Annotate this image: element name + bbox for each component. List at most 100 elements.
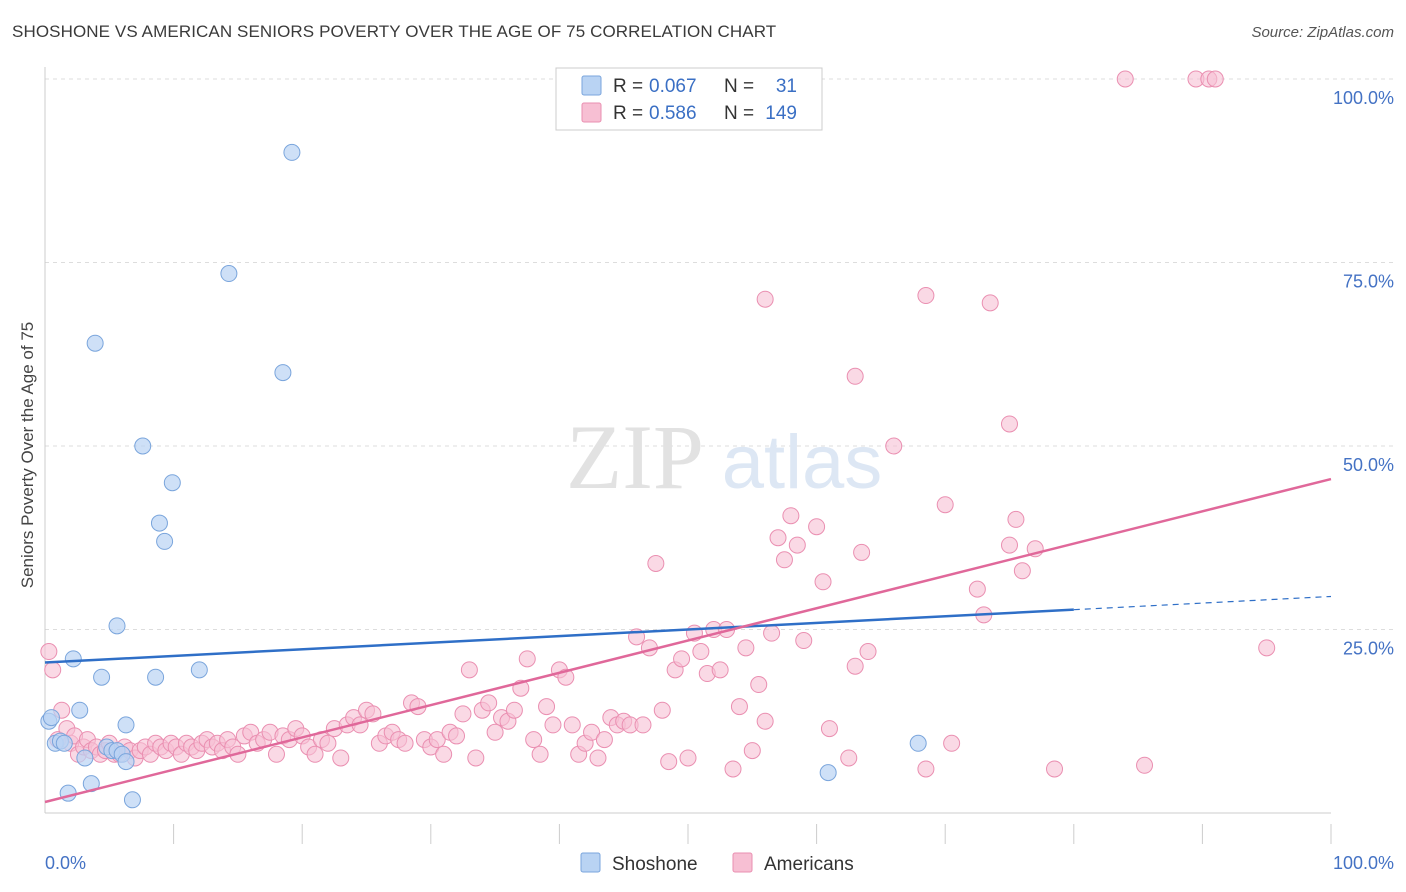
source-label: Source: ZipAtlas.com [1251, 24, 1394, 41]
americans-point [467, 749, 485, 767]
americans-point [583, 723, 601, 741]
americans-point [518, 650, 536, 668]
americans-point [795, 632, 813, 650]
americans-point [1007, 510, 1025, 528]
americans-point [711, 661, 729, 679]
shoshone-point [117, 716, 135, 734]
legend-shoshone-r-label: R = [613, 76, 643, 97]
legend-shoshone-n-value: 31 [776, 76, 797, 97]
americans-point [1046, 760, 1064, 778]
americans-point [538, 698, 556, 716]
bottom-legend: Shoshone Americans [580, 852, 854, 875]
americans-point [267, 745, 285, 763]
americans-point [808, 518, 826, 536]
americans-point [332, 749, 350, 767]
bottom-legend-swatch-americans [732, 852, 753, 873]
americans-point [981, 294, 999, 312]
bottom-legend-swatch-shoshone [580, 852, 601, 873]
americans-point [788, 536, 806, 554]
americans-point [917, 760, 935, 778]
shoshone-point [86, 334, 104, 352]
americans-trend-line [44, 477, 1332, 804]
watermark-atlas: atlas [722, 420, 883, 505]
shoshone-point [190, 661, 208, 679]
americans-point [679, 749, 697, 767]
americans-point [460, 661, 478, 679]
y-tick-label: 100.0% [1333, 88, 1394, 108]
americans-point [775, 551, 793, 569]
americans-point [853, 543, 871, 561]
americans-point [595, 731, 613, 749]
americans-point [692, 643, 710, 661]
legend-swatch-shoshone [581, 75, 602, 96]
americans-point [1136, 756, 1154, 774]
americans-point [319, 734, 337, 752]
shoshone-point [156, 532, 174, 550]
americans-point [756, 712, 774, 730]
shoshone-point [819, 764, 837, 782]
americans-point [1001, 536, 1018, 554]
shoshone-point [42, 709, 60, 727]
americans-point [653, 701, 671, 719]
shoshone-point [123, 791, 141, 809]
trend-lines [44, 477, 1332, 804]
americans-point [563, 716, 581, 734]
y-tick-label: 25.0% [1343, 639, 1394, 659]
americans-point [486, 723, 504, 741]
y-tick-label: 75.0% [1343, 272, 1394, 292]
shoshone-point [71, 701, 89, 719]
americans-point [756, 290, 774, 308]
americans-point [730, 698, 748, 716]
legend-shoshone-n-label: N = [724, 76, 754, 97]
americans-point [859, 643, 877, 661]
americans-point [525, 731, 543, 749]
legend-americans-n-value: 149 [765, 103, 797, 124]
americans-point [306, 745, 324, 763]
americans-point [936, 496, 954, 514]
shoshone-point [117, 753, 135, 771]
shoshone-point [93, 668, 111, 686]
americans-point [428, 731, 446, 749]
shoshone-point [147, 668, 165, 686]
americans-point [647, 554, 665, 572]
americans-point [40, 643, 58, 661]
shoshone-point [274, 364, 292, 382]
shoshone-point [220, 265, 238, 283]
americans-point [724, 760, 742, 778]
americans-point [814, 573, 832, 591]
legend-shoshone-r-value: 0.067 [649, 76, 697, 97]
americans-point [943, 734, 961, 752]
shoshone-point [64, 650, 82, 668]
americans-point [968, 580, 986, 598]
shoshone-point [163, 474, 181, 492]
americans-point [1258, 639, 1276, 657]
americans-point [846, 367, 864, 385]
shoshone-point [150, 514, 168, 532]
americans-points [40, 70, 1276, 778]
americans-point [769, 529, 787, 547]
americans-point [44, 661, 62, 679]
bottom-legend-shoshone: Shoshone [612, 854, 698, 875]
legend-americans-r-label: R = [613, 103, 643, 124]
americans-point [885, 437, 903, 455]
shoshone-point [108, 617, 126, 635]
americans-point [743, 742, 761, 760]
grid-lines [45, 78, 1394, 630]
americans-point [917, 287, 935, 305]
legend-americans-n-label: N = [724, 103, 754, 124]
shoshone-point [76, 749, 94, 767]
americans-point [1013, 562, 1031, 580]
watermark: ZIP atlas [566, 406, 882, 508]
americans-point [634, 716, 652, 734]
shoshone-point [55, 734, 73, 752]
americans-point [454, 705, 472, 723]
americans-point [820, 720, 838, 738]
shoshone-trend-extension [1073, 595, 1332, 611]
shoshone-points [40, 143, 927, 809]
americans-point [1001, 415, 1018, 433]
americans-point [660, 753, 678, 771]
americans-point [435, 745, 453, 763]
legend-americans-r-value: 0.586 [649, 103, 697, 124]
americans-point [544, 716, 562, 734]
